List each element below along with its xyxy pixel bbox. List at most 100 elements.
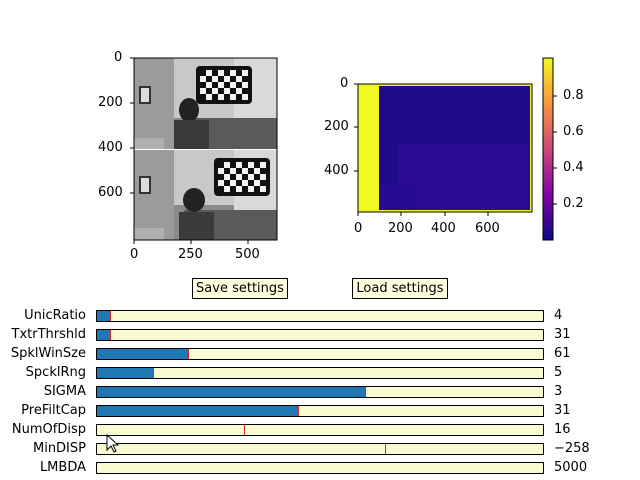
slider-initial-marker [364, 387, 366, 397]
slider-value: 16 [554, 422, 571, 437]
disparity-map [354, 83, 533, 216]
slider-track-spklwinsze[interactable] [96, 348, 544, 360]
checkerboard-square [230, 162, 236, 168]
checkerboard-square [242, 76, 248, 82]
slider-initial-marker [384, 444, 386, 454]
slider-row-txtrthrshld: TxtrThrshld 31 [0, 327, 640, 343]
slider-value: 31 [554, 327, 571, 342]
slider-value: 5000 [554, 460, 588, 475]
checkerboard-square [200, 94, 206, 100]
checkerboard-square [212, 70, 218, 76]
disparity-y-tick-400: 400 [324, 163, 349, 178]
slider-track-unicratio[interactable] [96, 310, 544, 322]
checkerboard-square [254, 174, 260, 180]
checkerboard-square [236, 82, 242, 88]
slider-fill [97, 349, 189, 359]
slider-label: UnicRatio [24, 308, 86, 323]
slider-fill [97, 368, 153, 378]
slider-row-spklwinsze: SpklWinSze 61 [0, 346, 640, 362]
slider-track-spcklrng[interactable] [96, 367, 544, 379]
slider-value: 61 [554, 346, 571, 361]
slider-value: −258 [554, 441, 590, 456]
stereo-y-tick-600: 600 [98, 185, 123, 200]
slider-fill [97, 330, 111, 340]
checkerboard-square [218, 76, 224, 82]
slider-track-sigma[interactable] [96, 386, 544, 398]
checkerboard-square [218, 174, 224, 180]
checkerboard-square [248, 168, 254, 174]
slider-row-unicratio: UnicRatio 4 [0, 308, 640, 324]
checkerboard-square [242, 186, 248, 192]
slider-value: 31 [554, 403, 571, 418]
checkerboard-square [254, 186, 260, 192]
slider-label: SpcklRng [25, 365, 86, 380]
slider-label: NumOfDisp [11, 422, 86, 437]
checkerboard-square [242, 174, 248, 180]
disparity-y-tick-200: 200 [324, 119, 349, 134]
stereo-y-tick-200: 200 [98, 95, 123, 110]
checkerboard-square [218, 162, 224, 168]
checkerboard-square [236, 94, 242, 100]
checkerboard-square [236, 180, 242, 186]
slider-row-lmbda: LMBDA 5000 [0, 460, 640, 476]
checkerboard-square [260, 168, 266, 174]
checkerboard-square [224, 82, 230, 88]
colorbar-tick-0.6: 0.6 [563, 124, 584, 139]
stereo-x-tick-0: 0 [130, 247, 139, 262]
slider-fill [97, 406, 298, 416]
slider-row-spcklrng: SpcklRng 5 [0, 365, 640, 381]
slider-track-prefiltcap[interactable] [96, 405, 544, 417]
colorbar [542, 57, 557, 241]
colorbar-tick-0.8: 0.8 [563, 88, 584, 103]
colorbar-tick-0.4: 0.4 [563, 160, 584, 175]
checkerboard-square [248, 180, 254, 186]
slider-row-mindisp: MinDISP −258 [0, 441, 640, 457]
checkerboard-square [236, 168, 242, 174]
slider-initial-marker [152, 368, 154, 378]
slider-label: MinDISP [32, 441, 86, 456]
checkerboard-square [224, 168, 230, 174]
slider-value: 4 [554, 308, 563, 323]
slider-track-numofdisp[interactable] [96, 424, 544, 436]
checkerboard-square [224, 180, 230, 186]
checkerboard-square [224, 70, 230, 76]
checkerboard-square [242, 88, 248, 94]
stereo-x-tick-250: 250 [178, 247, 203, 262]
checkerboard-square [218, 88, 224, 94]
checkerboard-square [230, 174, 236, 180]
slider-value: 3 [554, 384, 563, 399]
checkerboard-square [212, 82, 218, 88]
slider-initial-marker [297, 406, 299, 416]
checkerboard-square [200, 82, 206, 88]
checkerboard-square [242, 162, 248, 168]
colorbar-tick-0.2: 0.2 [563, 196, 584, 211]
stereo-y-tick-0: 0 [114, 50, 123, 65]
slider-label: SIGMA [43, 384, 86, 399]
slider-initial-marker [244, 425, 246, 435]
checkerboard-square [224, 94, 230, 100]
slider-label: SpklWinSze [10, 346, 86, 361]
slider-label: TxtrThrshld [11, 327, 86, 342]
slider-row-prefiltcap: PreFiltCap 31 [0, 403, 640, 419]
save-settings-button[interactable]: Save settings [192, 278, 288, 299]
slider-fill [97, 387, 365, 397]
disparity-x-tick-200: 200 [388, 221, 413, 236]
slider-track-mindisp[interactable] [96, 443, 544, 455]
slider-value: 5 [554, 365, 563, 380]
slider-initial-marker [110, 311, 112, 321]
slider-track-lmbda[interactable] [96, 462, 544, 474]
disparity-x-tick-400: 400 [431, 221, 456, 236]
slider-track-txtrthrshld[interactable] [96, 329, 544, 341]
checkerboard-square [206, 76, 212, 82]
checkerboard-square [206, 88, 212, 94]
stereo-image [130, 57, 278, 244]
checkerboard-square [230, 186, 236, 192]
checkerboard-square [218, 186, 224, 192]
mouse-cursor-icon [106, 434, 120, 453]
stereo-x-tick-500: 500 [235, 247, 260, 262]
slider-initial-marker [188, 349, 190, 359]
checkerboard-square [230, 88, 236, 94]
disparity-y-tick-0: 0 [340, 76, 349, 91]
slider-label: LMBDA [39, 460, 86, 475]
load-settings-button[interactable]: Load settings [352, 278, 448, 299]
